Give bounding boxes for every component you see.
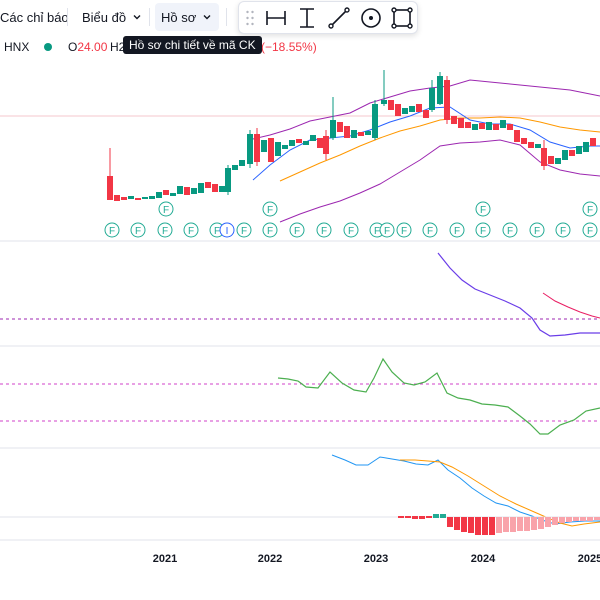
trend-line-icon[interactable] (326, 5, 352, 31)
chevron-down-icon (133, 15, 141, 20)
x-tick-label: 2023 (364, 553, 388, 565)
svg-text:F: F (321, 226, 327, 237)
open-price: O24.00 (68, 37, 107, 57)
svg-text:F: F (348, 226, 354, 237)
event-marker-f[interactable]: F (555, 222, 571, 238)
event-marker-f[interactable]: F (262, 201, 278, 217)
event-marker-f[interactable]: F (289, 222, 305, 238)
ma-orange-line (279, 116, 600, 182)
svg-text:F: F (507, 226, 513, 237)
x-tick-label: 2021 (153, 553, 177, 565)
toolbar-divider (67, 8, 68, 26)
svg-text:F: F (294, 226, 300, 237)
price-change: 0 (−18.55%) (251, 40, 317, 54)
svg-text:F: F (163, 205, 169, 216)
event-markers[interactable]: F F F F F F F F F I F F F F F F F F F F … (104, 201, 598, 238)
macd-blue-line (331, 454, 600, 525)
svg-text:F: F (374, 226, 380, 237)
event-marker-f[interactable]: F (236, 222, 252, 238)
event-marker-f[interactable]: F (262, 222, 278, 238)
profile-menu-button[interactable]: Hồ sơ (155, 3, 219, 31)
chart-menu-label: Biểu đồ (82, 9, 127, 25)
rsi-line (277, 357, 600, 435)
toolbar-divider (226, 8, 227, 26)
rectangle-tool-icon[interactable] (389, 5, 415, 31)
svg-text:F: F (188, 226, 194, 237)
event-marker-f[interactable]: F (316, 222, 332, 238)
chevron-down-icon (203, 15, 211, 20)
svg-text:F: F (480, 205, 486, 216)
drag-handle-icon[interactable] (245, 9, 255, 27)
market-status-dot (44, 43, 52, 51)
candles (107, 70, 596, 201)
indicators-label: Các chỉ báo (0, 9, 69, 25)
event-marker-f[interactable]: F (582, 201, 598, 217)
svg-text:F: F (267, 205, 273, 216)
event-marker-i[interactable]: I (219, 222, 235, 238)
open-value: 24.00 (77, 40, 108, 54)
svg-text:F: F (384, 226, 390, 237)
x-tick-label: 2024 (471, 553, 496, 565)
profile-menu-label: Hồ sơ (161, 9, 197, 25)
event-marker-f[interactable]: F (379, 222, 395, 238)
svg-text:F: F (135, 226, 141, 237)
x-axis: 2021 2022 2023 2024 2025 (153, 553, 600, 565)
svg-text:F: F (214, 226, 220, 237)
open-prefix: O (68, 40, 78, 54)
svg-text:F: F (560, 226, 566, 237)
profile-tooltip: Hồ sơ chi tiết về mã CK (123, 36, 262, 54)
high-price-prefix: H2 (110, 40, 126, 54)
svg-text:F: F (480, 226, 486, 237)
svg-text:F: F (427, 226, 433, 237)
circle-tool-icon[interactable] (358, 5, 384, 31)
exchange-label: HNX (4, 40, 30, 54)
svg-text:F: F (162, 226, 168, 237)
event-marker-f[interactable]: F (502, 222, 518, 238)
x-tick-label: 2022 (258, 553, 282, 565)
indicator-purple-line (437, 252, 600, 337)
svg-text:I: I (226, 226, 229, 237)
indicators-button[interactable]: Các chỉ báo (0, 3, 75, 31)
event-marker-f[interactable]: F (183, 222, 199, 238)
indicator-red-line (542, 292, 600, 319)
toolbar-divider (149, 8, 150, 26)
event-marker-f[interactable]: F (475, 222, 491, 238)
svg-text:F: F (241, 226, 247, 237)
event-marker-f[interactable]: F (157, 222, 173, 238)
event-marker-f[interactable]: F (422, 222, 438, 238)
svg-text:F: F (534, 226, 540, 237)
event-marker-f[interactable]: F (343, 222, 359, 238)
macd-histogram (398, 514, 600, 535)
svg-text:F: F (454, 226, 460, 237)
svg-text:F: F (109, 226, 115, 237)
macd-signal-line (400, 459, 600, 527)
x-tick-label: 2025 (578, 553, 600, 565)
chart-menu-button[interactable]: Biểu đồ (76, 3, 148, 31)
horizontal-range-icon[interactable] (263, 5, 289, 31)
svg-text:F: F (267, 226, 273, 237)
event-marker-f[interactable]: F (582, 222, 598, 238)
svg-text:F: F (401, 226, 407, 237)
event-marker-f[interactable]: F (529, 222, 545, 238)
event-marker-f[interactable]: F (475, 201, 491, 217)
event-marker-f[interactable]: F (396, 222, 412, 238)
event-marker-f[interactable]: F (449, 222, 465, 238)
vertical-range-icon[interactable] (294, 5, 320, 31)
event-marker-f[interactable]: F (104, 222, 120, 238)
svg-text:F: F (587, 226, 593, 237)
event-marker-f[interactable]: F (158, 201, 174, 217)
event-marker-f[interactable]: F (130, 222, 146, 238)
drawing-toolbar (238, 1, 418, 34)
svg-text:F: F (587, 205, 593, 216)
